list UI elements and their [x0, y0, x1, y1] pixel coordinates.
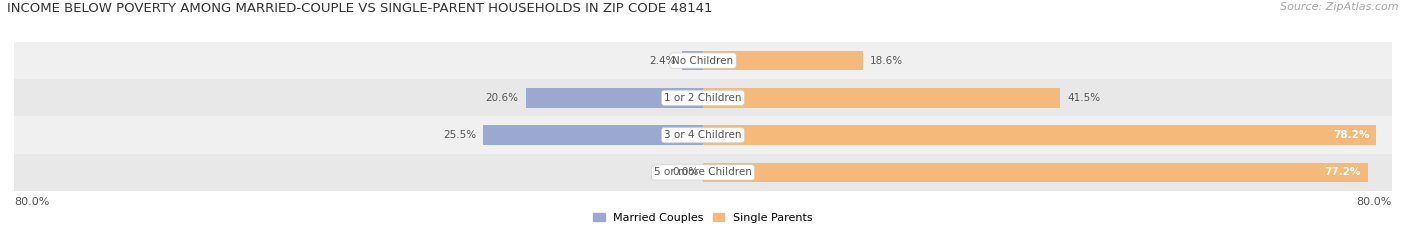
Text: 2.4%: 2.4% [650, 56, 675, 65]
Text: No Children: No Children [672, 56, 734, 65]
Bar [14, 42, 1392, 79]
Bar [703, 88, 1060, 108]
Text: Source: ZipAtlas.com: Source: ZipAtlas.com [1281, 2, 1399, 12]
Bar [14, 79, 1392, 116]
Text: 3 or 4 Children: 3 or 4 Children [664, 130, 742, 140]
Text: 1 or 2 Children: 1 or 2 Children [664, 93, 742, 103]
Bar [703, 125, 1376, 145]
Bar [703, 163, 1368, 182]
Bar [14, 116, 1392, 154]
Text: 77.2%: 77.2% [1324, 168, 1361, 177]
Text: 80.0%: 80.0% [14, 197, 49, 207]
Text: 0.0%: 0.0% [672, 168, 699, 177]
Text: 5 or more Children: 5 or more Children [654, 168, 752, 177]
Bar [484, 125, 703, 145]
Text: 20.6%: 20.6% [485, 93, 519, 103]
Bar [14, 154, 1392, 191]
Bar [703, 51, 863, 70]
Bar [682, 51, 703, 70]
Text: INCOME BELOW POVERTY AMONG MARRIED-COUPLE VS SINGLE-PARENT HOUSEHOLDS IN ZIP COD: INCOME BELOW POVERTY AMONG MARRIED-COUPL… [7, 2, 713, 15]
Text: 80.0%: 80.0% [1357, 197, 1392, 207]
Bar [526, 88, 703, 108]
Text: 18.6%: 18.6% [870, 56, 903, 65]
Legend: Married Couples, Single Parents: Married Couples, Single Parents [589, 208, 817, 227]
Text: 78.2%: 78.2% [1333, 130, 1369, 140]
Text: 25.5%: 25.5% [443, 130, 477, 140]
Text: 41.5%: 41.5% [1067, 93, 1101, 103]
